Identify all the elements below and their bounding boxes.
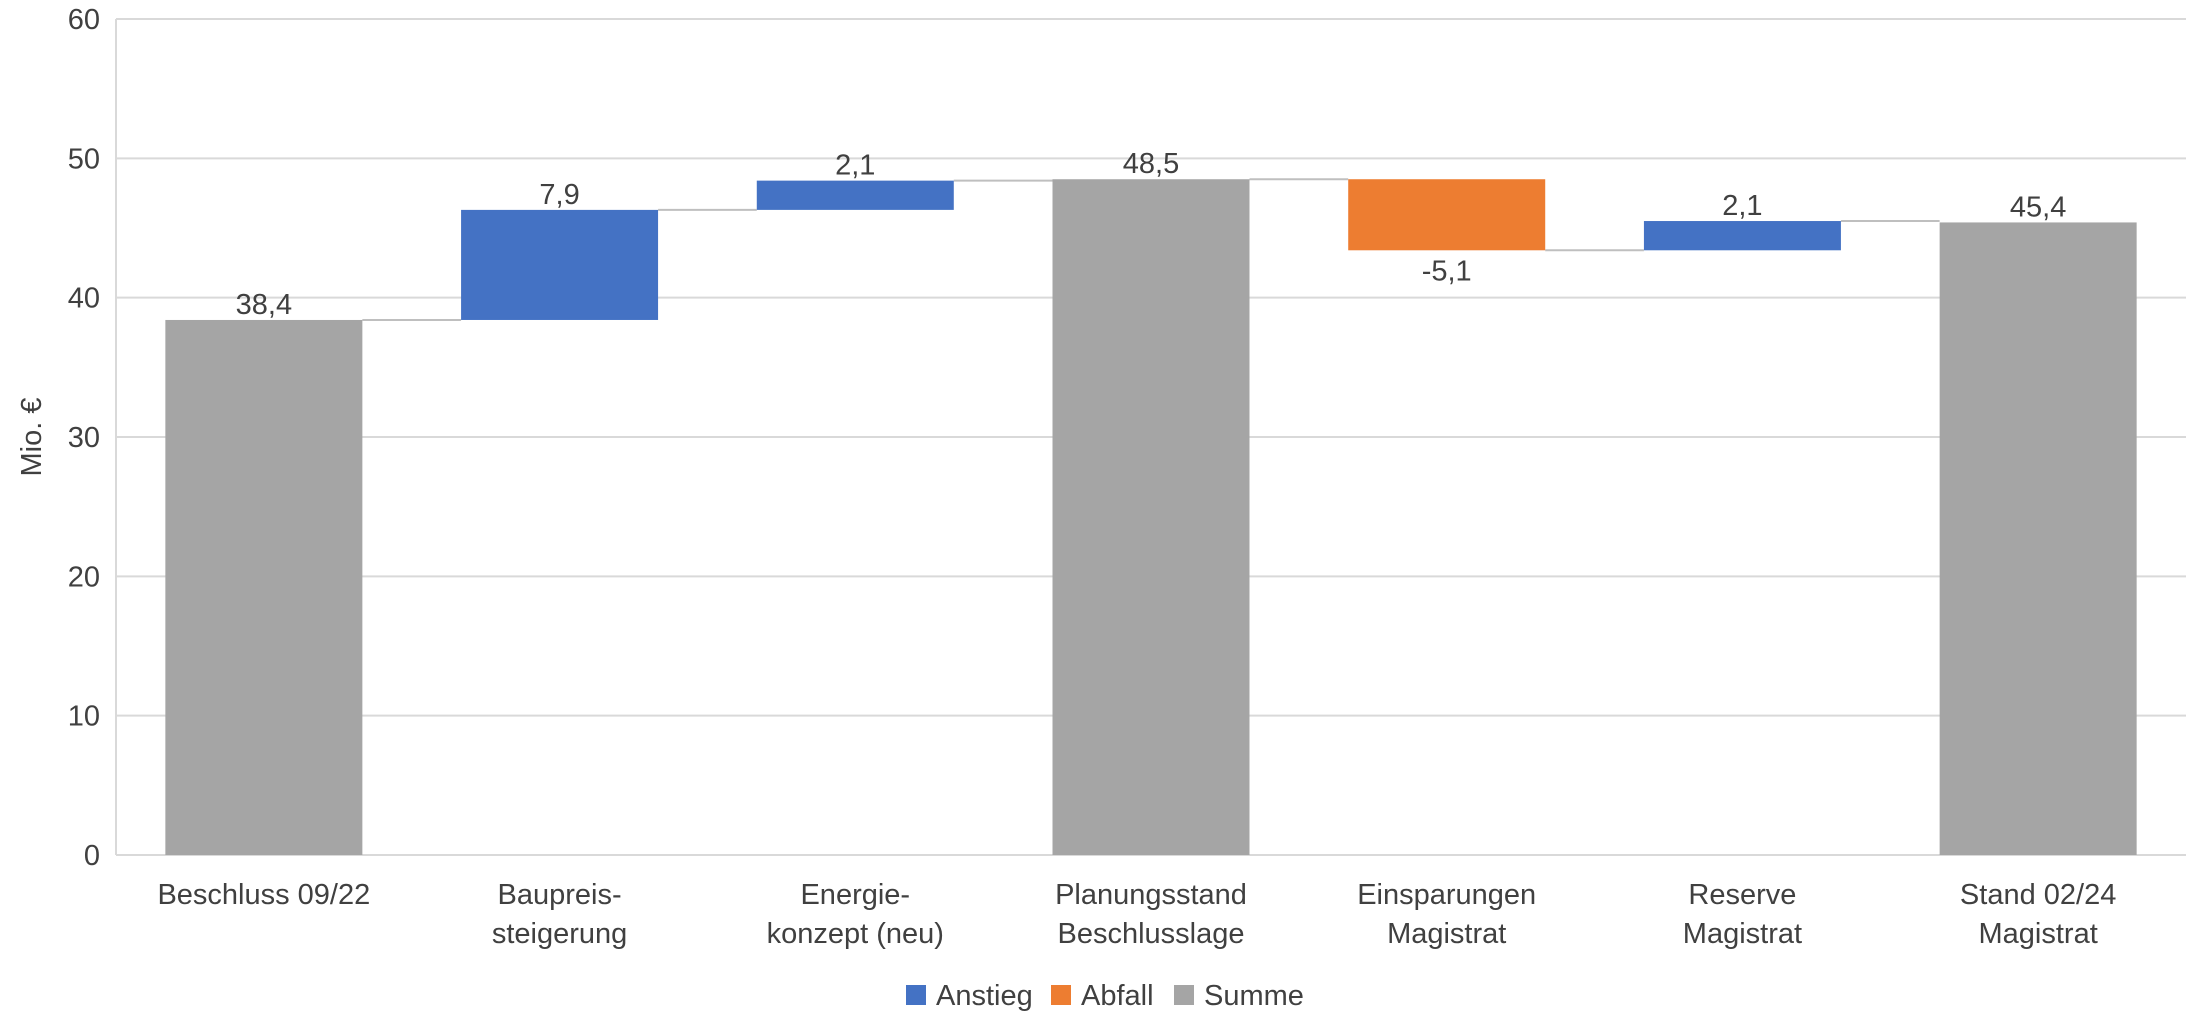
- y-tick-label: 50: [68, 143, 100, 175]
- legend-swatch: [1051, 985, 1071, 1005]
- connector-lines: [362, 178, 1940, 321]
- data-label: 2,1: [1722, 190, 1762, 222]
- bar-increase: [1643, 221, 1841, 251]
- bar-total: [165, 319, 363, 856]
- data-labels: 38,4 7,9 2,1 48,5 -5,1 2,1 45,4: [236, 148, 2067, 321]
- y-tick-label: 30: [68, 422, 100, 454]
- data-label: -5,1: [1422, 255, 1472, 287]
- x-category-label: Energie-: [800, 879, 910, 911]
- y-tick-label: 20: [68, 561, 100, 593]
- y-tick-label: 0: [84, 840, 100, 872]
- x-category-label: Stand 02/24: [1960, 879, 2116, 911]
- x-category-label: Planungsstand: [1055, 879, 1247, 911]
- y-tick-label: 40: [68, 283, 100, 315]
- x-category-label: Beschlusslage: [1058, 918, 1245, 950]
- x-category-label: konzept (neu): [767, 918, 944, 950]
- x-category-label: Einsparungen: [1357, 879, 1536, 911]
- bar-total: [1052, 179, 1250, 855]
- x-category-label: Magistrat: [1979, 918, 2098, 950]
- y-tick-label: 10: [68, 701, 100, 733]
- x-category-label: Magistrat: [1683, 918, 1802, 950]
- legend-label: Summe: [1204, 980, 1304, 1012]
- axes: 0 10 20 30 40 50 60 Beschluss 09/22 Baupreis-ste…: [68, 4, 2117, 950]
- bar-increase: [461, 209, 659, 320]
- data-label: 48,5: [1123, 148, 1179, 180]
- x-category-label: Reserve: [1688, 879, 1796, 911]
- x-category-label: Beschluss 09/22: [157, 879, 370, 911]
- bar-decrease: [1348, 179, 1546, 251]
- y-tick-label: 60: [68, 4, 100, 36]
- bar-total: [1939, 222, 2137, 856]
- legend-label: Anstieg: [936, 980, 1033, 1012]
- x-category-label: steigerung: [492, 918, 627, 950]
- x-category-label: Baupreis-: [498, 879, 622, 911]
- x-category-label: Magistrat: [1387, 918, 1506, 950]
- bars: [165, 179, 2137, 856]
- data-label: 7,9: [539, 179, 579, 211]
- legend: Anstieg Abfall Summe: [906, 980, 1304, 1012]
- data-label: 38,4: [236, 289, 292, 321]
- legend-swatch: [1174, 985, 1194, 1005]
- legend-swatch: [906, 985, 926, 1005]
- legend-label: Abfall: [1081, 980, 1154, 1012]
- bar-increase: [756, 180, 954, 210]
- data-label: 45,4: [2010, 191, 2066, 223]
- y-axis-title: Mio. €: [16, 398, 48, 477]
- data-label: 2,1: [835, 150, 875, 182]
